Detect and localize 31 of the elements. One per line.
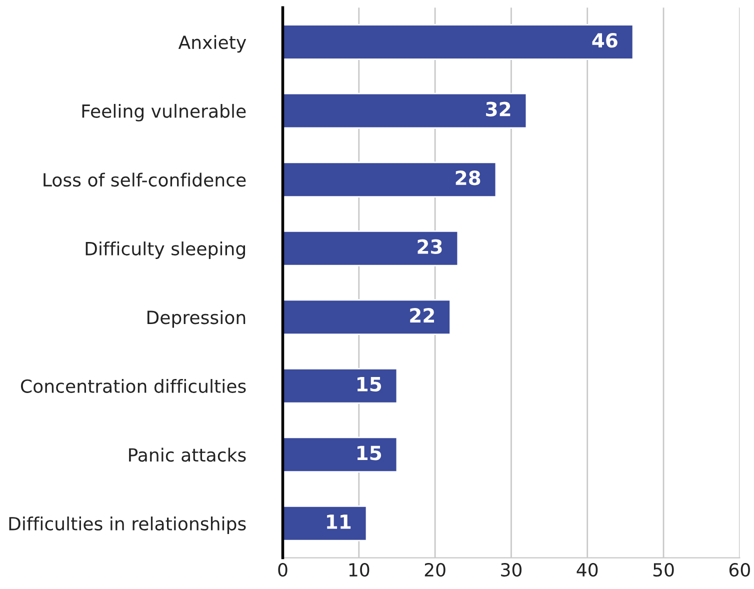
bar	[282, 92, 528, 129]
y-tick-label: Panic attacks	[129, 448, 246, 462]
data-label: 15	[358, 377, 382, 392]
x-tick-label: 30	[501, 562, 522, 577]
y-tick-label: Feeling vulnerable	[82, 104, 246, 122]
x-tick-label: 60	[729, 562, 750, 577]
data-label: 28	[456, 170, 480, 186]
bar	[282, 436, 398, 473]
x-tick-label: 0	[278, 562, 288, 577]
data-label: 23	[418, 239, 442, 254]
y-tick-label: Anxiety	[178, 35, 246, 53]
data-label: 32	[486, 102, 510, 116]
x-tick-label: 20	[424, 562, 446, 577]
bar	[282, 368, 398, 404]
y-tick-label: Depression	[147, 310, 246, 328]
bar	[282, 24, 634, 60]
bar	[282, 162, 497, 198]
x-tick-label: 40	[576, 562, 598, 577]
data-label: 46	[592, 32, 618, 48]
data-label: 15	[358, 446, 382, 460]
data-label: 11	[327, 514, 351, 529]
y-tick-label: Difficulties in relationships	[9, 516, 246, 534]
bar	[282, 299, 451, 335]
x-tick-label: 50	[653, 562, 674, 577]
bar	[282, 506, 368, 542]
y-tick-label: Difficulty sleeping	[86, 241, 245, 259]
bar	[282, 230, 459, 266]
x-tick-label: 10	[349, 562, 370, 577]
y-tick-label: Loss of self-confidence	[44, 172, 246, 187]
data-label: 22	[410, 308, 434, 322]
y-tick-label: Concentration difficulties	[20, 379, 246, 393]
